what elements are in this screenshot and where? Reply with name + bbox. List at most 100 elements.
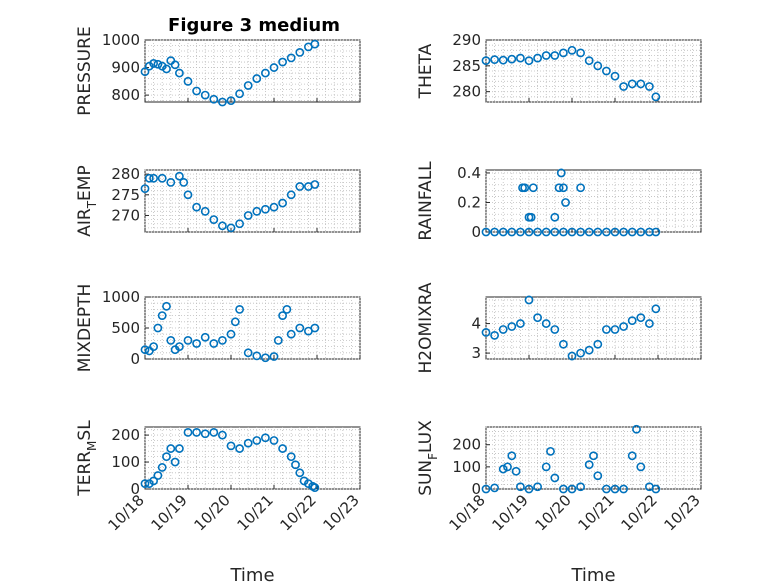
data-point: [576, 348, 585, 358]
y-tick-label: 280: [111, 165, 140, 183]
data-point: [278, 311, 287, 320]
data-point: [278, 57, 287, 67]
data-point: [140, 184, 150, 193]
data-point: [507, 322, 517, 331]
x-tick-label: 10/18: [105, 491, 148, 534]
data-point: [550, 325, 560, 334]
data-point: [645, 82, 654, 91]
data-point: [498, 325, 508, 334]
data-point: [170, 457, 180, 467]
y-tick-label: 275: [111, 186, 140, 204]
y-tick-label: 270: [111, 206, 140, 224]
data-point: [183, 76, 193, 86]
data-point: [541, 227, 551, 237]
y-tick-label: 1000: [102, 31, 140, 49]
data-point: [149, 476, 158, 486]
data-point: [174, 444, 184, 453]
x-axis-label: Time: [229, 565, 274, 583]
data-point: [589, 451, 598, 461]
x-tick-label: 10/23: [661, 491, 704, 534]
data-point: [174, 171, 184, 181]
data-point: [516, 53, 525, 63]
data-point: [269, 202, 279, 212]
data-point: [576, 183, 585, 193]
x-tick-label: 10/18: [446, 491, 489, 534]
data-point: [166, 335, 176, 345]
data-point: [243, 348, 253, 358]
data-point: [541, 319, 551, 328]
data-point: [481, 56, 491, 66]
subplot-mixdepth: 0 500 1000 MIXDEPTH: [75, 284, 361, 372]
x-tick-label: 10/19: [489, 491, 532, 534]
data-point: [524, 227, 534, 237]
data-point: [636, 313, 646, 323]
data-point: [481, 484, 491, 494]
data-point: [567, 227, 577, 237]
data-point: [651, 484, 661, 494]
data-point: [252, 74, 262, 83]
data-point: [554, 183, 564, 193]
subplot-h2omixra: 3 4 H2OMIXRA: [416, 282, 702, 374]
y-tick-label: 290: [452, 31, 481, 49]
data-point: [610, 484, 620, 494]
data-point: [192, 427, 201, 437]
data-point: [524, 295, 534, 305]
data-point: [490, 330, 499, 340]
data-point: [286, 53, 296, 63]
data-point: [498, 227, 508, 237]
data-point: [507, 54, 517, 64]
data-point: [576, 482, 585, 492]
y-axis-label: H2OMIXRA: [416, 282, 436, 373]
subplot-sun_flux: 0 100 200 10/18 10/19 10/20 10/21 10/22 10/23 SUN…: [416, 420, 704, 583]
data-point: [550, 212, 560, 222]
data-point: [602, 484, 611, 494]
y-label-rest: EMP: [75, 165, 95, 201]
data-point: [235, 444, 244, 453]
data-point: [651, 92, 661, 102]
subplot-terr_msl: 0 100 200 10/18 10/19 10/20 10/21 10/22 10/23 TER…: [75, 420, 363, 583]
y-label-main: AIR: [75, 208, 95, 237]
y-axis-label: SUNFLUX: [416, 420, 440, 496]
data-point: [550, 473, 560, 483]
y-axis-label: TERRMSL: [75, 420, 99, 497]
data-point: [235, 304, 244, 314]
data-point: [651, 227, 661, 237]
data-point: [310, 483, 320, 493]
data-point: [627, 316, 637, 326]
data-point: [511, 466, 521, 476]
data-point: [269, 63, 279, 72]
data-point: [528, 183, 538, 193]
data-point: [481, 328, 491, 337]
y-tick-label: 3: [471, 344, 481, 362]
data-point: [260, 204, 270, 214]
data-point: [627, 79, 637, 89]
data-point: [183, 335, 193, 345]
y-tick-label: 0: [471, 480, 481, 498]
data-point: [627, 227, 637, 237]
data-point: [200, 90, 210, 100]
data-point: [217, 430, 227, 440]
x-tick-label: 10/20: [532, 491, 575, 534]
axes-box: [485, 169, 702, 233]
y-label-main: SUN: [416, 460, 436, 496]
data-point: [490, 55, 499, 65]
data-point: [584, 345, 594, 355]
data-point: [559, 339, 568, 349]
data-point: [153, 323, 163, 333]
data-point: [567, 45, 577, 55]
y-tick-label: 0: [471, 223, 481, 241]
data-point: [507, 451, 517, 461]
data-point: [149, 173, 158, 183]
data-point: [533, 53, 542, 63]
data-point: [209, 215, 219, 224]
data-point: [645, 319, 654, 328]
data-point: [576, 227, 585, 237]
y-tick-label: 200: [452, 436, 481, 454]
data-point: [584, 460, 594, 470]
data-point: [252, 436, 262, 445]
data-point: [498, 55, 508, 65]
data-point: [559, 484, 568, 494]
data-point: [269, 352, 279, 361]
